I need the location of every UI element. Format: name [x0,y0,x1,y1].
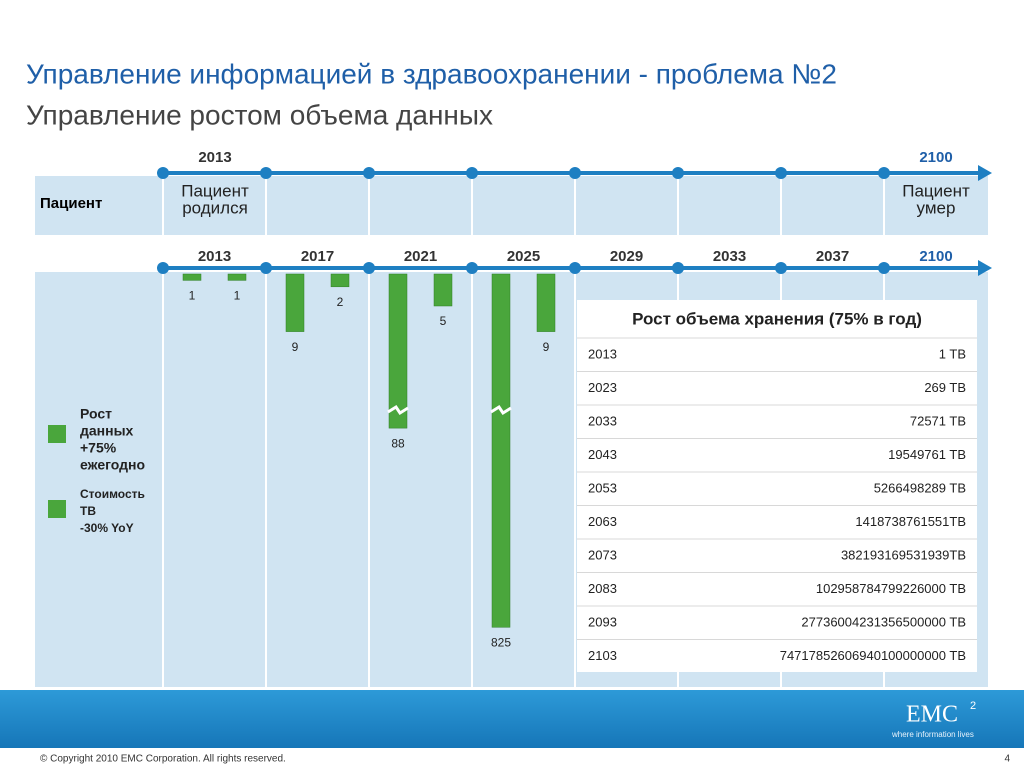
bar-label: 5 [440,314,447,328]
break-mark [387,404,409,416]
year: 2037 [816,248,849,265]
legend-text: ежегодно [80,457,145,473]
table-cell: 2093 [588,614,617,629]
table-header: Рост объема хранения (75% в год) [632,309,922,328]
bar [285,273,305,332]
bar-label: 9 [543,340,550,354]
legend-text: ТВ [80,504,96,518]
arrow-head [978,260,992,276]
cell-text: умер [917,198,956,217]
timeline-dot [260,167,272,179]
table-cell: 2063 [588,514,617,529]
table-cell: 19549761 TB [888,447,966,462]
timeline-dot [672,262,684,274]
year: 2013 [198,149,231,166]
table-cell: 27736004231356500000 TB [801,614,966,629]
cell-text: Пациент [902,181,970,200]
timeline-dot [260,262,272,274]
table-cell: 2053 [588,480,617,495]
legend-text: -30% YoY [80,521,134,535]
legend-text: +75% [80,440,117,456]
bar [330,273,350,288]
year: 2021 [404,248,437,265]
year: 2029 [610,248,643,265]
subtitle: Управление ростом объема данных [26,99,493,130]
title: Управление информацией в здравоохранении… [26,58,837,89]
bar [388,273,408,429]
year: 2033 [713,248,746,265]
legend-swatch [48,500,66,518]
year: 2100 [919,149,952,166]
timeline-dot [466,167,478,179]
bar [227,273,247,281]
table-cell: 1418738761551TB [855,514,966,529]
logo-sup: 2 [970,700,976,712]
year: 2013 [198,248,231,265]
timeline-dot [775,262,787,274]
bar-label: 825 [491,635,511,649]
bar-label: 2 [337,295,344,309]
table-cell: 382193169531939TB [841,547,966,562]
table-cell: 2023 [588,380,617,395]
tagline: where information lives [891,730,974,739]
logo: EMC [906,702,958,728]
legend-text: Стоимость [80,487,145,501]
page-number: 4 [1004,754,1010,765]
cell-text: Пациент [181,181,249,200]
bar [433,273,453,307]
legend-text: Рост [80,406,112,422]
arrow-head [978,165,992,181]
timeline-dot [878,167,890,179]
patient-band [35,176,988,235]
table-cell: 5266498289 TB [874,480,966,495]
bar [491,273,511,628]
legend-swatch [48,425,66,443]
timeline-dot [157,262,169,274]
year: 2025 [507,248,540,265]
table-cell: 74717852606940100000000 TB [780,648,966,663]
table-cell: 2083 [588,581,617,596]
bar-label: 88 [391,436,405,450]
bar-label: 9 [292,340,299,354]
timeline-dot [363,167,375,179]
table-bg [577,300,977,672]
year: 2017 [301,248,334,265]
row-label: Пациент [40,195,102,212]
table-cell: 2103 [588,648,617,663]
table-cell: 1 TB [939,346,966,361]
cell-text: родился [182,198,248,217]
bar [182,273,202,281]
bar-label: 1 [234,289,241,303]
legend-text: данных [80,423,134,439]
timeline-dot [569,262,581,274]
table-cell: 2043 [588,447,617,462]
break-mark [490,404,512,416]
table-cell: 102958784799226000 TB [816,581,966,596]
timeline-dot [363,262,375,274]
table-cell: 2013 [588,346,617,361]
timeline-dot [672,167,684,179]
bar-label: 1 [189,289,196,303]
table-cell: 2033 [588,413,617,428]
copyright: © Copyright 2010 EMC Corporation. All ri… [40,754,286,765]
year: 2100 [919,248,952,265]
table-cell: 269 TB [924,380,966,395]
timeline-dot [775,167,787,179]
footer-band [0,690,1024,748]
table-cell: 72571 TB [910,413,966,428]
bar [536,273,556,332]
table-cell: 2073 [588,547,617,562]
timeline-dot [466,262,478,274]
timeline-dot [878,262,890,274]
timeline-dot [569,167,581,179]
timeline-dot [157,167,169,179]
